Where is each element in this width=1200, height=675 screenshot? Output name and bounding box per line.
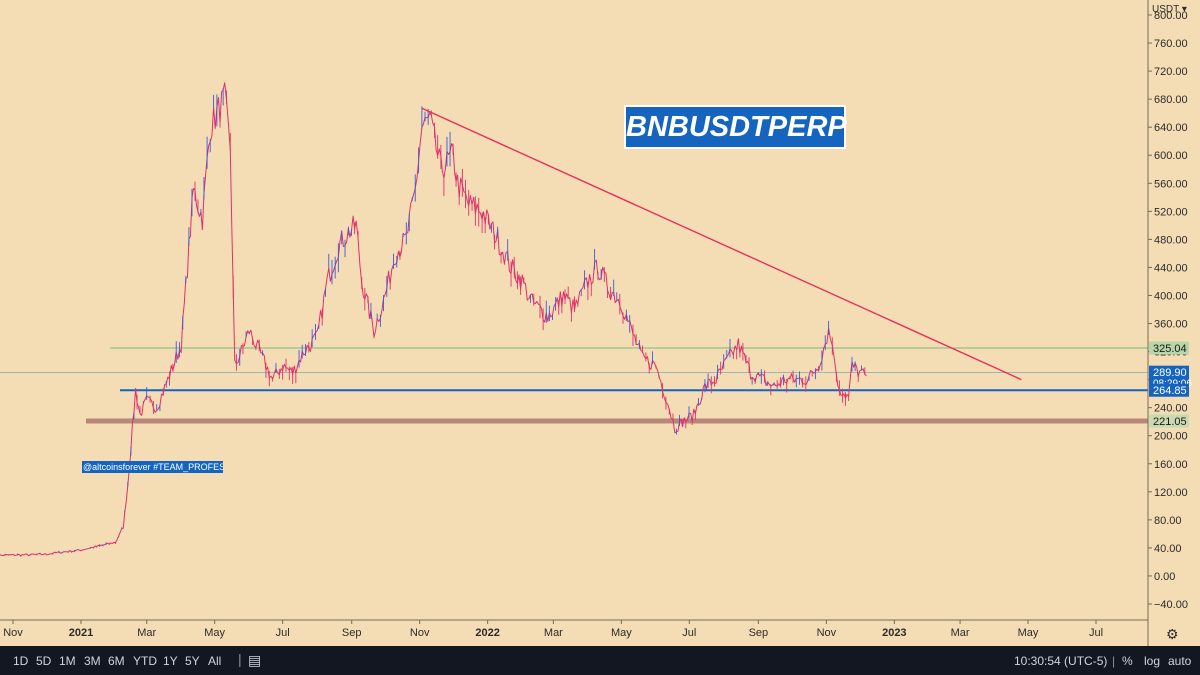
price-tag-bg xyxy=(1149,341,1189,355)
x-tick-label: Mar xyxy=(951,627,970,639)
y-tick-label: 120.00 xyxy=(1154,487,1188,499)
y-tick-label: 680.00 xyxy=(1154,94,1188,106)
y-tick-label: 160.00 xyxy=(1154,459,1188,471)
y-tick-label: 360.00 xyxy=(1154,319,1188,331)
divider: | xyxy=(238,651,242,667)
clock-time: 10:30:54 (UTC-5) xyxy=(1014,654,1108,668)
interval-1m[interactable]: 1M xyxy=(59,654,76,668)
author-watermark: @altcoinsforever #TEAM_PROFESSOR xyxy=(82,461,223,473)
chart-title-label: BNBUSDTPERP xyxy=(624,105,847,149)
interval-6m[interactable]: 6M xyxy=(108,654,125,668)
bottom-toolbar: 1D 5D 1M 3M 6M YTD 1Y 5Y All | ▤ 10:30:5… xyxy=(0,646,1200,675)
x-tick-label: Mar xyxy=(544,627,563,639)
gear-icon[interactable]: ⚙ xyxy=(1166,626,1179,642)
price-tag-bg xyxy=(1149,383,1189,397)
y-tick-label: 80.00 xyxy=(1154,515,1182,527)
interval-ytd[interactable]: YTD xyxy=(133,654,157,668)
x-tick-label: May xyxy=(1018,627,1039,639)
currency-label: USDT xyxy=(1152,4,1180,15)
x-tick-label: Sep xyxy=(342,627,362,639)
x-tick-label: Jul xyxy=(682,627,696,639)
x-tick-label: Jul xyxy=(276,627,290,639)
date-range-icon[interactable]: ▤ xyxy=(248,652,262,668)
y-tick-label: 640.00 xyxy=(1154,122,1188,134)
interval-5y[interactable]: 5Y xyxy=(185,654,200,668)
y-tick-label: −40.00 xyxy=(1154,599,1188,611)
y-tick-label: 0.00 xyxy=(1154,571,1175,583)
interval-1d[interactable]: 1D xyxy=(13,654,29,668)
price-tag-label: 221.05 xyxy=(1153,416,1187,428)
x-tick-label: 2021 xyxy=(69,627,93,639)
y-tick-label: 400.00 xyxy=(1154,290,1188,302)
y-tick-label: 760.00 xyxy=(1154,38,1188,50)
interval-5d[interactable]: 5D xyxy=(36,654,52,668)
x-tick-label: Sep xyxy=(749,627,769,639)
x-tick-label: Mar xyxy=(137,627,156,639)
x-tick-label: May xyxy=(204,627,225,639)
x-tick-label: Nov xyxy=(817,627,837,639)
currency-selector[interactable]: USDT ▾ xyxy=(1152,4,1187,15)
price-tag-label: 264.85 xyxy=(1153,385,1187,397)
log-toggle[interactable]: log xyxy=(1144,654,1161,668)
divider: | xyxy=(1112,654,1116,668)
chevron-down-icon: ▾ xyxy=(1181,4,1187,15)
price-tag-label: 289.90 xyxy=(1153,367,1187,379)
price-tag-bg xyxy=(1149,414,1189,428)
y-tick-label: 520.00 xyxy=(1154,206,1188,218)
x-tick-label: 2023 xyxy=(882,627,906,639)
y-tick-label: 480.00 xyxy=(1154,234,1188,246)
y-tick-label: 200.00 xyxy=(1154,431,1188,443)
x-tick-label: May xyxy=(611,627,632,639)
auto-toggle[interactable]: auto xyxy=(1168,654,1192,668)
price-tag-label: 325.04 xyxy=(1153,343,1187,355)
y-tick-label: 800.00 xyxy=(1154,10,1188,22)
y-tick-label: 560.00 xyxy=(1154,178,1188,190)
x-tick-label: Nov xyxy=(3,627,23,639)
y-tick-label: 40.00 xyxy=(1154,543,1182,555)
y-tick-label: 600.00 xyxy=(1154,150,1188,162)
interval-3m[interactable]: 3M xyxy=(84,654,101,668)
descending-trendline[interactable] xyxy=(421,107,1022,381)
y-tick-label: 240.00 xyxy=(1154,403,1188,415)
y-tick-label: 440.00 xyxy=(1154,262,1188,274)
x-tick-label: Jul xyxy=(1089,627,1103,639)
interval-all[interactable]: All xyxy=(208,654,222,668)
percent-toggle[interactable]: % xyxy=(1122,654,1133,668)
y-tick-label: 720.00 xyxy=(1154,66,1188,78)
x-tick-label: 2022 xyxy=(475,627,499,639)
price-series-line xyxy=(0,82,867,557)
interval-1y[interactable]: 1Y xyxy=(163,654,178,668)
x-tick-label: Nov xyxy=(410,627,430,639)
